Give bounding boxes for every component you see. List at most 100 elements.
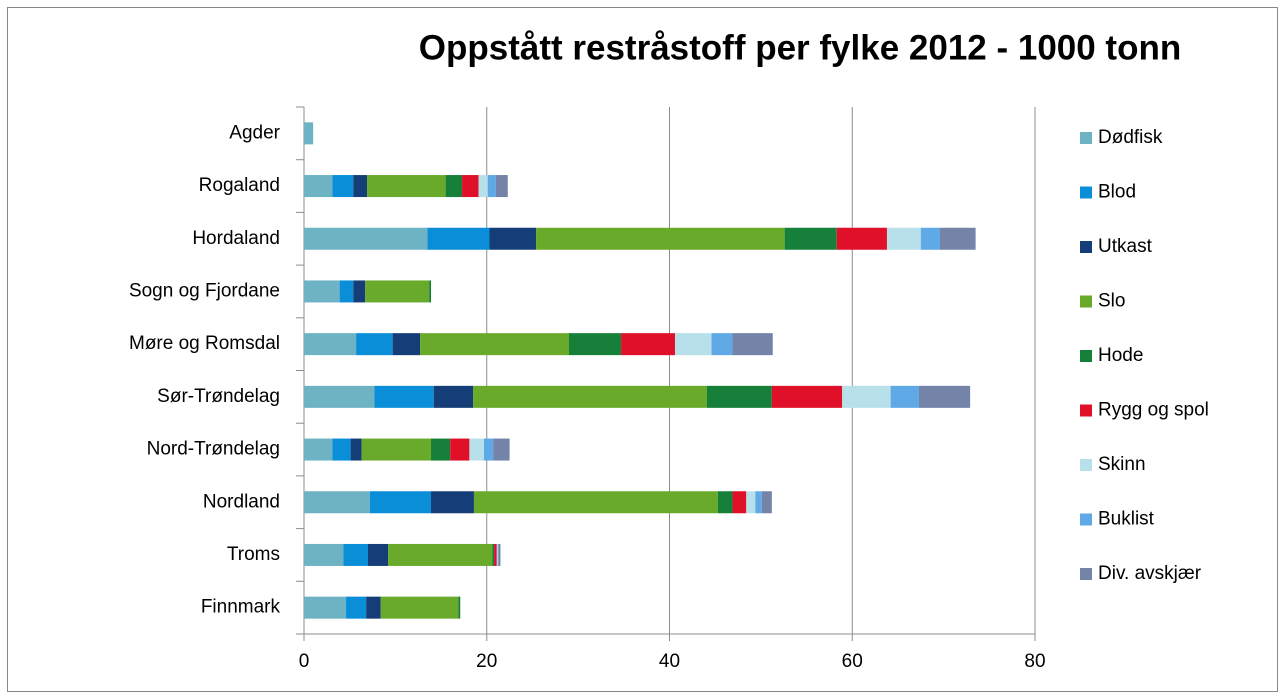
- bar-segment: [343, 543, 368, 566]
- bar-segment: [431, 438, 451, 461]
- legend-label: Utkast: [1098, 236, 1153, 257]
- y-tick-label: Agder: [229, 122, 280, 143]
- bar-segment: [429, 280, 432, 303]
- y-tick-label: Sør-Trøndelag: [157, 386, 280, 407]
- legend-label: Rygg og spol: [1098, 400, 1209, 421]
- bar-segment: [890, 385, 919, 408]
- bar-segment: [366, 596, 381, 619]
- bar-segment: [469, 438, 485, 461]
- bar-segment: [458, 596, 461, 619]
- bar-segment: [304, 280, 340, 303]
- bar-segment: [478, 175, 488, 198]
- legend-label: Skinn: [1098, 454, 1146, 475]
- bar-segment: [939, 227, 976, 250]
- bar-segment: [732, 333, 773, 356]
- x-tick-label: 60: [842, 651, 863, 672]
- bar-segment: [304, 227, 428, 250]
- bar-segment: [304, 175, 333, 198]
- legend-swatch: [1080, 295, 1092, 308]
- legend-swatch: [1080, 350, 1092, 362]
- bar-segment: [356, 333, 393, 356]
- bar-segment: [755, 491, 762, 514]
- bar-segment: [886, 227, 921, 250]
- bar-segment: [836, 227, 887, 250]
- bar-segment: [388, 543, 493, 566]
- bar-segment: [711, 333, 733, 356]
- bar-segment: [420, 333, 569, 356]
- bar-segment: [365, 280, 430, 303]
- bar-segment: [746, 491, 756, 514]
- bar-segment: [462, 175, 479, 198]
- bar-segment: [494, 543, 497, 566]
- y-tick-label: Hordaland: [192, 228, 280, 249]
- bar-segment: [493, 438, 510, 461]
- bar-segment: [361, 438, 432, 461]
- bar-segment: [350, 438, 362, 461]
- y-tick-label: Møre og Romsdal: [129, 333, 280, 354]
- legend-swatch: [1080, 404, 1092, 417]
- bar-segment: [431, 491, 474, 514]
- x-tick-label: 40: [659, 651, 680, 672]
- bar-segment: [761, 491, 772, 514]
- bar-segment: [304, 122, 314, 145]
- bar-segment: [717, 491, 733, 514]
- y-tick-label: Finnmark: [201, 597, 281, 618]
- bar-segment: [771, 385, 843, 408]
- bar-segment: [498, 543, 501, 566]
- y-tick-label: Troms: [227, 544, 280, 565]
- bar-segment: [536, 227, 785, 250]
- bar-segment: [380, 596, 459, 619]
- legend-label: Slo: [1098, 291, 1125, 312]
- legend-label: Blod: [1098, 182, 1136, 203]
- bar-segment: [732, 491, 747, 514]
- legend-swatch: [1080, 132, 1092, 144]
- legend-swatch: [1080, 513, 1092, 526]
- bar-segment: [433, 385, 474, 408]
- bar-segment: [487, 175, 496, 198]
- bar-segment: [473, 491, 718, 514]
- legend-label: Buklist: [1098, 509, 1155, 530]
- y-tick-label: Nordland: [203, 491, 280, 512]
- bar-segment: [353, 175, 368, 198]
- bar-segment: [369, 491, 432, 514]
- legend-label: Hode: [1098, 345, 1143, 366]
- bar-segment: [918, 385, 971, 408]
- legend-label: Dødfisk: [1098, 127, 1163, 148]
- legend-label: Div. avskjær: [1098, 563, 1202, 584]
- bar-segment: [339, 280, 354, 303]
- bar-segment: [304, 596, 347, 619]
- bar-segment: [621, 333, 675, 356]
- y-tick-label: Sogn og Fjordane: [129, 280, 280, 301]
- bar-segment: [374, 385, 434, 408]
- bar-segment: [367, 175, 446, 198]
- chart-title: Oppstått restråstoff per fylke 2012 - 10…: [419, 28, 1181, 67]
- x-tick-label: 0: [299, 651, 310, 672]
- legend-swatch: [1080, 568, 1092, 580]
- bar-segment: [497, 543, 499, 566]
- y-tick-label: Rogaland: [199, 175, 280, 196]
- bar-segment: [496, 543, 498, 566]
- bar-segment: [367, 543, 389, 566]
- bar-segment: [495, 175, 508, 198]
- bar-segment: [489, 227, 537, 250]
- bar-segment: [492, 543, 495, 566]
- bar-segment: [304, 543, 344, 566]
- bar-segment: [346, 596, 367, 619]
- x-tick-label: 20: [476, 651, 497, 672]
- bar-segment: [332, 175, 354, 198]
- bar-segment: [706, 385, 772, 408]
- bar-segment: [674, 333, 712, 356]
- bar-segment: [920, 227, 940, 250]
- legend-swatch: [1080, 186, 1092, 199]
- bar-segment: [450, 438, 470, 461]
- bar-segment: [353, 280, 366, 303]
- bar-segment: [842, 385, 891, 408]
- bar-segment: [304, 491, 370, 514]
- bar-segment: [304, 333, 357, 356]
- x-tick-label: 80: [1024, 651, 1045, 672]
- bar-segment: [445, 175, 463, 198]
- bar-segment: [568, 333, 622, 356]
- bar-segment: [392, 333, 421, 356]
- legend-swatch: [1080, 241, 1092, 253]
